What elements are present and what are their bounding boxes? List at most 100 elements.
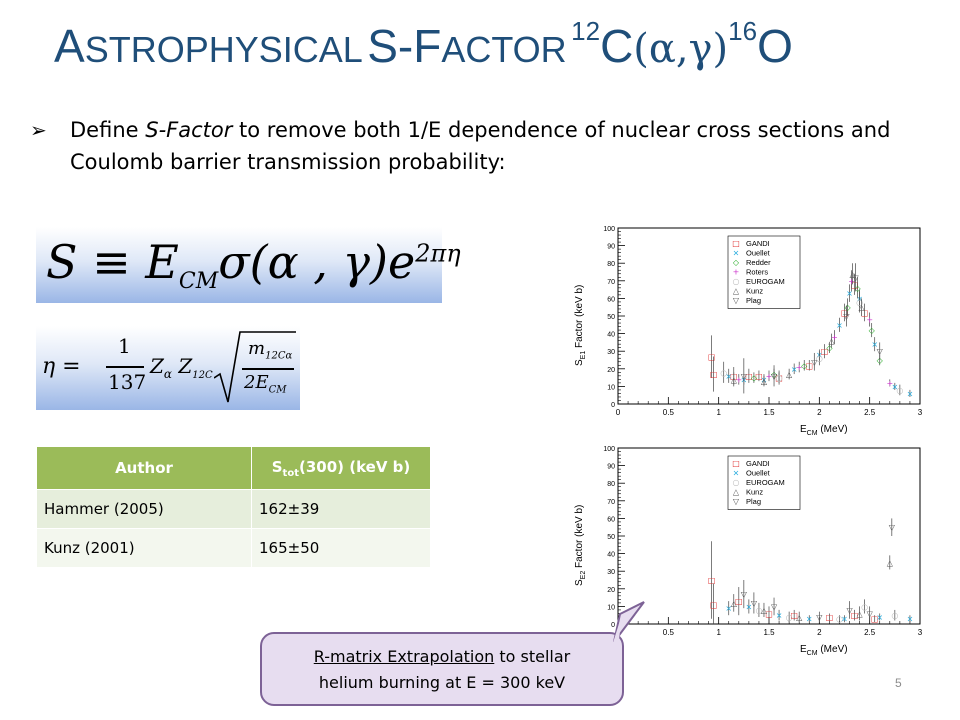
legend-label: GANDI (746, 239, 770, 248)
data-point: × (876, 613, 883, 622)
y-tick-label: 20 (607, 367, 615, 374)
data-point: □ (851, 611, 859, 620)
data-point: ▽ (811, 358, 818, 367)
title-superscript: 16 (728, 16, 758, 46)
eq-denominator: 137 (108, 370, 147, 394)
y-tick-label: 40 (607, 332, 615, 339)
y-tick-label: 50 (607, 534, 615, 541)
x-tick-label: 2 (817, 628, 822, 637)
x-tick-label: 2.5 (864, 408, 876, 417)
legend-label: Kunz (746, 287, 763, 296)
s-factor-table: Author Stot(300) (keV b) Hammer (2005) 1… (36, 446, 431, 568)
data-point: □ (821, 347, 829, 356)
y-tick-label: 10 (607, 384, 615, 391)
legend-marker: △ (733, 287, 740, 296)
eq-part: Z (178, 354, 193, 378)
x-tick-label: 0.5 (663, 628, 675, 637)
data-point: □ (826, 613, 834, 622)
data-point: □ (861, 308, 869, 317)
data-point: ▽ (852, 273, 859, 282)
x-axis-label-sub: CM (807, 650, 818, 657)
eq-superscript: 2πη (415, 239, 461, 268)
y-tick-label: 10 (607, 604, 615, 611)
eq-energy-term: 2ECM (244, 372, 286, 396)
legend-label: Redder (746, 258, 771, 267)
data-point: ▽ (816, 613, 823, 622)
data-point: △ (887, 558, 894, 567)
eq-subscript: CM (178, 269, 219, 295)
legend-label: GANDI (746, 459, 770, 468)
square-root-sign (214, 331, 296, 403)
equation-text: S ≡ ECMσ(α , γ)e2πη (46, 235, 461, 294)
y-axis-label-sub: E2 (580, 571, 587, 580)
eq-z-terms: Zα Z12C (150, 354, 213, 381)
legend-marker: ▽ (733, 497, 740, 506)
y-tick-label: 20 (607, 587, 615, 594)
data-point: ◇ (877, 356, 884, 365)
header-part: (300) (keV b) (298, 457, 411, 476)
data-point: □ (710, 370, 718, 379)
data-point: ○ (776, 374, 783, 383)
y-tick-label: 80 (607, 481, 615, 488)
data-point: × (806, 615, 813, 624)
x-tick-label: 2.5 (864, 628, 876, 637)
title-part: S-F (367, 20, 442, 72)
y-tick-label: 90 (607, 244, 615, 251)
eq-lhs: η = (42, 354, 81, 379)
data-point: + (831, 333, 838, 342)
data-point: ○ (856, 298, 863, 307)
data-point: □ (790, 611, 798, 620)
y-tick-label: 0 (611, 402, 615, 409)
data-point: □ (708, 576, 716, 585)
bullet-text-part: to remove both 1/E dependence of nuclear… (70, 118, 891, 174)
data-point: △ (731, 599, 738, 608)
data-point: △ (761, 377, 768, 386)
x-tick-label: 1 (716, 628, 721, 637)
chart-panel: 0 10 20 30 40 50 60 70 80 90 100 0 0.5 1 1.5 2 2.5 3 ECM (… (574, 226, 923, 437)
y-tick-label: 70 (607, 499, 615, 506)
data-point: □ (710, 601, 718, 610)
eq-subscript: Cα (277, 350, 293, 362)
y-axis-label: SE1 Factor (keV b) (574, 285, 587, 366)
fraction-bar (106, 366, 144, 368)
data-point: ▽ (846, 606, 853, 615)
legend-marker: □ (732, 239, 740, 248)
data-point: □ (765, 609, 773, 618)
data-point: × (846, 289, 853, 298)
legend-label: Ouellet (746, 249, 771, 258)
data-point: ▽ (771, 372, 778, 381)
data-point: + (796, 363, 803, 372)
data-point: + (735, 375, 742, 384)
y-tick-label: 100 (603, 446, 615, 453)
x-axis-label-unit: (MeV) (818, 424, 848, 435)
eq-subscript: 12 (265, 350, 278, 362)
eq-subscript: CM (268, 384, 287, 396)
y-tick-label: 30 (607, 349, 615, 356)
arrow-bullet-icon: ➢ (30, 118, 47, 142)
data-point: ▽ (867, 609, 874, 618)
bullet-text-italic: S-Factor (145, 118, 233, 142)
y-tick-label: 30 (607, 569, 615, 576)
y-axis-label-unit: Factor (keV b) (574, 505, 585, 571)
data-point: × (871, 340, 878, 349)
legend-marker: + (733, 268, 740, 277)
legend-box (727, 455, 801, 510)
eq-part: S ≡ E (46, 235, 179, 289)
eq-numerator: 1 (118, 334, 131, 358)
data-point: ▽ (877, 347, 884, 356)
data-point: ○ (896, 386, 903, 395)
legend-marker: △ (733, 488, 740, 497)
data-point: × (725, 604, 732, 613)
eq-subscript: 12 (192, 370, 206, 381)
data-point: ◇ (844, 303, 851, 312)
y-axis-label-sub: E1 (580, 351, 587, 360)
data-point: + (866, 316, 873, 325)
eq-part: 2E (244, 372, 269, 393)
data-point: × (907, 615, 914, 624)
data-point: ◇ (771, 370, 778, 379)
title-part: A (54, 20, 85, 72)
data-point: △ (828, 337, 835, 346)
data-point: ○ (861, 602, 868, 611)
x-axis-label: ECM (MeV) (800, 644, 848, 657)
